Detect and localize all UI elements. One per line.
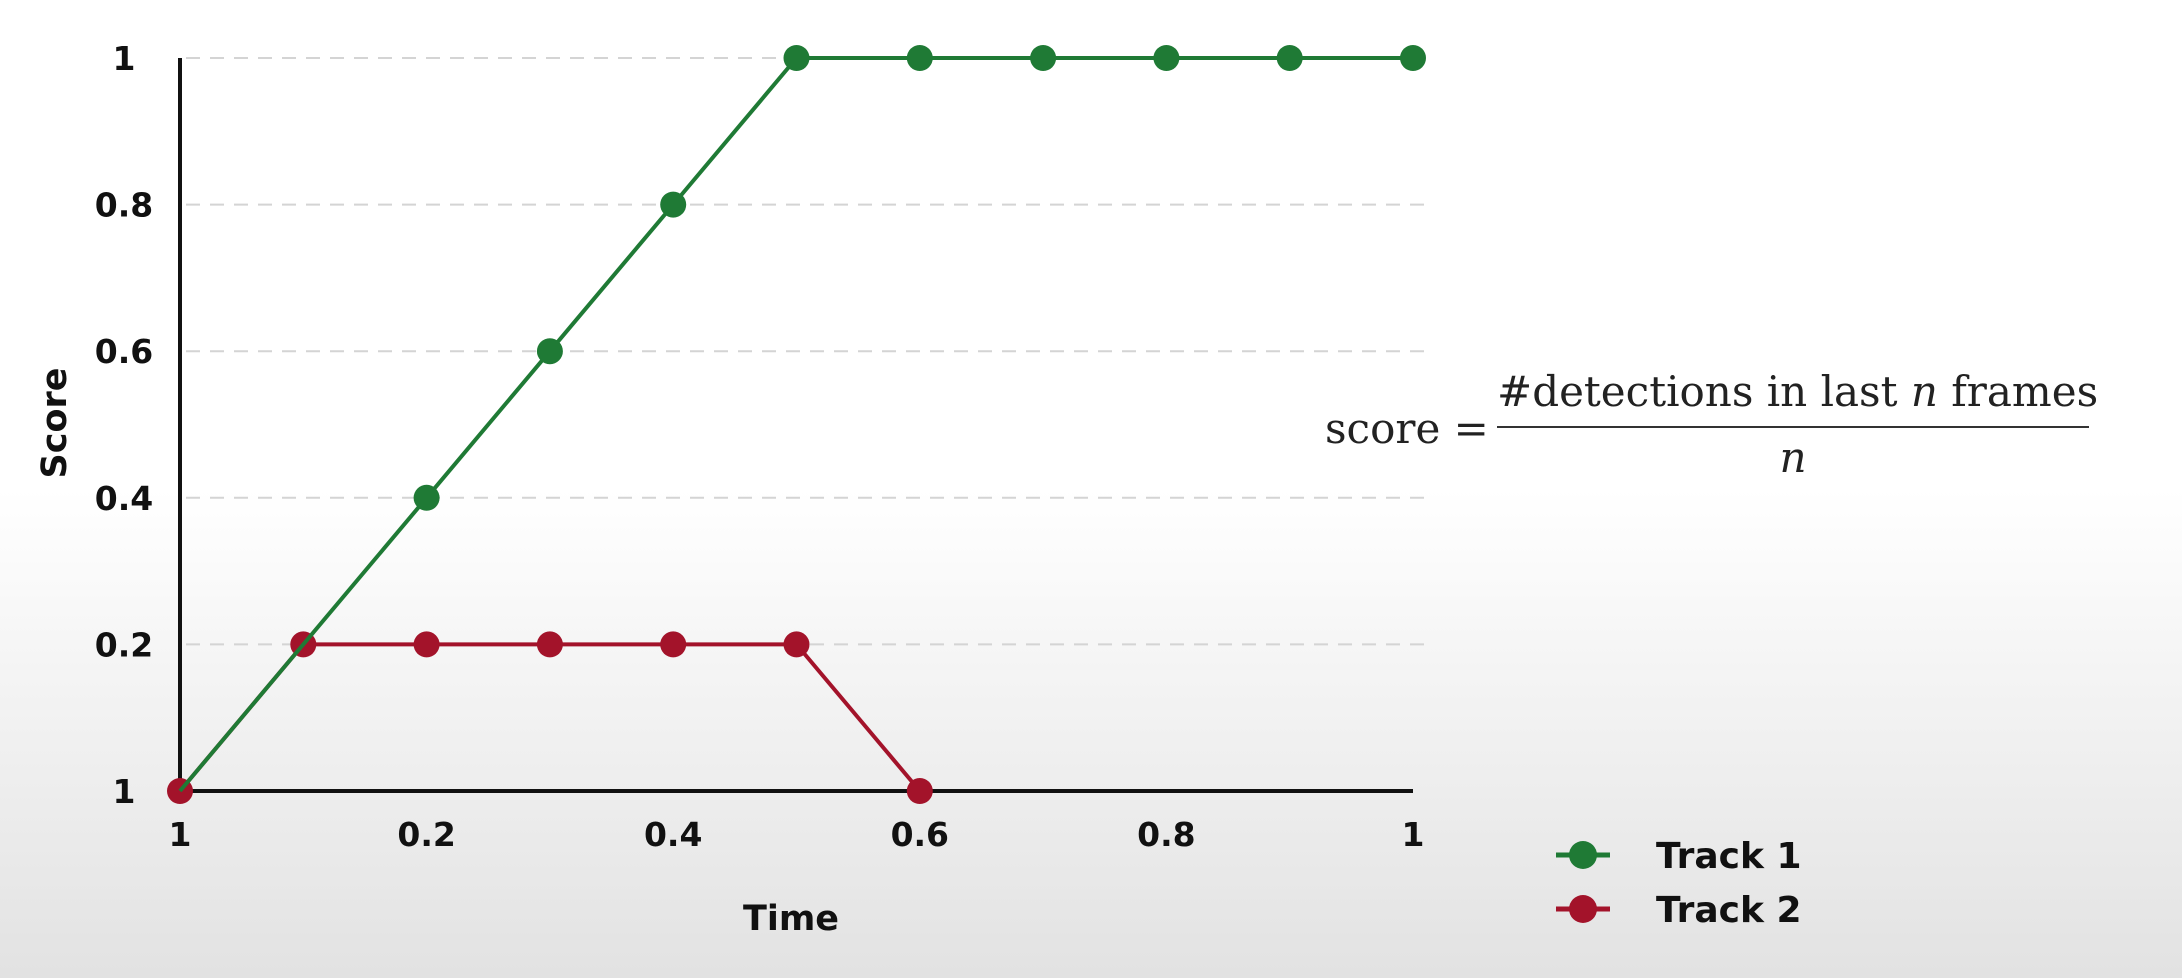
data-point-track-2-3 bbox=[536, 631, 563, 658]
axes bbox=[178, 58, 1413, 793]
data-point-track-1-9 bbox=[1276, 45, 1303, 71]
data-point-track-1-6 bbox=[906, 45, 933, 71]
data-point-track-1-4 bbox=[660, 191, 687, 218]
data-point-track-2-4 bbox=[660, 631, 687, 658]
y-tick-label-4: 0.8 bbox=[95, 186, 153, 225]
legend: Track 1 Track 2 bbox=[1556, 836, 1802, 931]
series-line-track-2 bbox=[178, 642, 922, 793]
formula-denominator: n bbox=[1779, 433, 1807, 482]
data-point-track-1-8 bbox=[1153, 45, 1180, 71]
y-tick-label-1: 0.2 bbox=[95, 625, 153, 664]
y-tick-labels: 1 0.2 0.4 0.6 0.8 1 bbox=[95, 39, 153, 811]
y-axis-title: Score bbox=[35, 368, 75, 479]
grid-lines bbox=[186, 57, 1430, 646]
data-point-track-1-3 bbox=[536, 338, 563, 365]
data-point-track-1-2 bbox=[413, 484, 440, 511]
legend-label-track-1: Track 1 bbox=[1656, 836, 1802, 877]
y-tick-label-5: 1 bbox=[113, 39, 136, 78]
x-tick-labels: 1 0.2 0.4 0.6 0.8 1 bbox=[169, 815, 1425, 854]
data-point-track-2-2 bbox=[413, 631, 440, 658]
data-point-track-1-7 bbox=[1030, 45, 1057, 71]
y-tick-label-3: 0.6 bbox=[95, 332, 153, 371]
data-point-track-1-10 bbox=[1400, 45, 1426, 71]
series-group bbox=[167, 45, 1426, 804]
x-tick-label-5: 1 bbox=[1402, 815, 1425, 854]
legend-marker-track-1 bbox=[1569, 841, 1597, 869]
series-line-track-1 bbox=[178, 56, 1413, 793]
x-tick-label-0: 1 bbox=[169, 815, 192, 854]
x-tick-label-4: 0.8 bbox=[1137, 815, 1195, 854]
data-point-track-2-5 bbox=[783, 631, 810, 658]
x-tick-label-2: 0.4 bbox=[644, 815, 702, 854]
formula-numerator-post: frames bbox=[1937, 367, 2099, 416]
x-axis-title: Time bbox=[743, 899, 839, 939]
formula-fraction-bar bbox=[1497, 426, 2089, 428]
x-tick-label-3: 0.6 bbox=[891, 815, 949, 854]
formula-numerator-pre: #detections in last bbox=[1497, 367, 1911, 416]
x-tick-label-1: 0.2 bbox=[397, 815, 455, 854]
y-tick-label-2: 0.4 bbox=[95, 479, 153, 518]
legend-label-track-2: Track 2 bbox=[1656, 890, 1802, 931]
y-tick-label-0: 1 bbox=[113, 772, 136, 811]
legend-marker-track-2 bbox=[1569, 895, 1597, 923]
formula-fraction: #detections in last n frames n bbox=[1497, 366, 2098, 482]
formula-lhs: score = bbox=[1325, 404, 1489, 453]
data-point-track-2-6 bbox=[906, 778, 933, 804]
formula-numerator-var: n bbox=[1910, 367, 1938, 416]
formula-numerator: #detections in last n frames bbox=[1497, 366, 2098, 418]
data-point-track-1-5 bbox=[783, 45, 810, 71]
